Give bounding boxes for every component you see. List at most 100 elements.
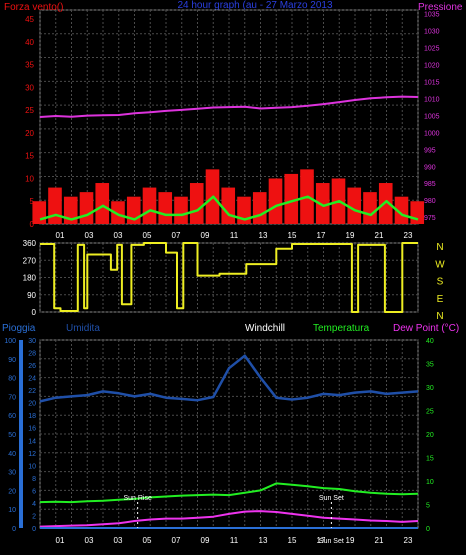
rain-tick-label: 100 xyxy=(4,338,16,345)
humidity-tick-label: 16 xyxy=(28,426,36,433)
wind-gust-bar xyxy=(174,196,188,224)
pressure-tick-label: 1015 xyxy=(424,79,440,86)
temperature-line xyxy=(39,482,419,504)
wind-gust-bar xyxy=(79,192,94,224)
sun-annotation: Sun Set xyxy=(319,538,344,545)
pressure-tick-label: 1000 xyxy=(424,130,440,137)
temperature-tick-label: 20 xyxy=(426,432,434,439)
humidity-tick-label: 12 xyxy=(28,451,36,458)
wind-gust-bar xyxy=(315,183,330,224)
direction-compass-label: E xyxy=(437,294,444,305)
wind-gust-bar xyxy=(363,192,377,224)
wind-gust-bar xyxy=(268,178,283,224)
pressure-tick-label: 1020 xyxy=(424,62,440,69)
rain-axis-title: Pioggia xyxy=(2,323,36,334)
humidity-tick-label: 28 xyxy=(28,351,36,358)
humidity-tick-label: 20 xyxy=(28,401,36,408)
pressure-line xyxy=(39,95,419,118)
humidity-tick-label: 10 xyxy=(28,463,36,470)
sun-annotation: Sun Set xyxy=(319,495,344,502)
wind-tick-label: 30 xyxy=(25,83,34,92)
rain-tick-label: 50 xyxy=(8,432,16,439)
humidity-tick-label: 14 xyxy=(28,438,36,445)
wind-gust-bar xyxy=(95,183,110,224)
temperature-label: Temperatura xyxy=(313,323,370,334)
wind-direction-line xyxy=(40,242,418,313)
sun-annotation: Sun Rise xyxy=(123,495,152,502)
wind-tick-label: 10 xyxy=(25,174,34,183)
temperature-tick-label: 0 xyxy=(426,526,430,533)
wind-gust-bar xyxy=(252,192,267,224)
direction-tick-label: 90 xyxy=(27,291,36,300)
temp-x-tick: 19 xyxy=(346,536,355,545)
dew-point-line xyxy=(39,510,419,528)
wind-gust-bar xyxy=(410,201,425,224)
temp-x-tick: 09 xyxy=(201,536,210,545)
wind-x-tick: 19 xyxy=(346,231,355,240)
temp-x-tick: 21 xyxy=(375,536,384,545)
pressure-tick-label: 1005 xyxy=(424,113,440,120)
wind-gust-bar xyxy=(48,187,62,224)
temp-x-tick: 17 xyxy=(317,536,326,545)
temp-x-tick: 23 xyxy=(404,536,413,545)
wind-axis-title: Forza vento() xyxy=(4,2,63,13)
temperature-tick-label: 25 xyxy=(426,409,434,416)
direction-tick-label: 270 xyxy=(23,256,37,265)
temp-x-tick: 03 xyxy=(114,536,123,545)
wind-x-tick: 01 xyxy=(56,231,65,240)
humidity-tick-label: 22 xyxy=(28,388,36,395)
wind-x-tick: 07 xyxy=(172,231,181,240)
dew-point-label: Dew Point (°C) xyxy=(393,323,459,334)
wind-average-line xyxy=(39,195,419,221)
pressure-tick-label: 980 xyxy=(424,198,436,205)
humidity-tick-label: 30 xyxy=(28,338,36,345)
wind-gust-bar xyxy=(158,192,173,224)
rain-axis-bar xyxy=(19,340,23,528)
rain-tick-label: 40 xyxy=(8,451,16,458)
temperature-tick-label: 40 xyxy=(426,338,434,345)
rain-tick-label: 70 xyxy=(8,394,16,401)
wind-gust-bar xyxy=(394,196,409,224)
humidity-tick-label: 4 xyxy=(32,501,36,508)
wind-tick-label: 15 xyxy=(25,152,34,161)
pressure-tick-label: 1035 xyxy=(424,11,440,18)
chart-title: 24 hour graph (au - 27 Marzo 2013 xyxy=(177,0,333,11)
rain-tick-label: 90 xyxy=(8,357,16,364)
rain-tick-label: 0 xyxy=(12,526,16,533)
wind-gust-bar xyxy=(32,201,47,224)
humidity-tick-label: 24 xyxy=(28,376,36,383)
wind-x-tick: 11 xyxy=(230,231,239,240)
wind-x-tick: 03 xyxy=(85,231,94,240)
wind-tick-label: 45 xyxy=(25,15,34,24)
humidity-tick-label: 2 xyxy=(32,513,36,520)
wind-gust-bar xyxy=(142,187,157,224)
wind-x-tick: 21 xyxy=(375,231,384,240)
rain-tick-label: 10 xyxy=(8,507,16,514)
temperature-tick-label: 10 xyxy=(426,479,434,486)
pressure-tick-label: 1025 xyxy=(424,45,440,52)
humidity-line xyxy=(39,354,419,403)
humidity-tick-label: 26 xyxy=(28,363,36,370)
temperature-tick-label: 5 xyxy=(426,503,430,510)
rain-tick-label: 20 xyxy=(8,488,16,495)
wind-tick-label: 0 xyxy=(30,220,35,229)
temperature-tick-label: 15 xyxy=(426,456,434,463)
wind-tick-label: 40 xyxy=(25,38,34,47)
pressure-tick-label: 975 xyxy=(424,215,436,222)
wind-x-tick: 23 xyxy=(404,231,413,240)
temp-x-tick: 01 xyxy=(56,536,65,545)
rain-tick-label: 30 xyxy=(8,470,16,477)
wind-gust-bar xyxy=(284,173,299,224)
wind-tick-label: 35 xyxy=(25,61,34,70)
wind-x-tick: 09 xyxy=(201,231,210,240)
humidity-tick-label: 0 xyxy=(32,526,36,533)
wind-x-tick: 05 xyxy=(143,231,152,240)
pressure-tick-label: 990 xyxy=(424,164,436,171)
pressure-tick-label: 985 xyxy=(424,181,436,188)
temperature-tick-label: 30 xyxy=(426,385,434,392)
humidity-tick-label: 18 xyxy=(28,413,36,420)
pressure-tick-label: 995 xyxy=(424,147,436,154)
wind-gust-bar xyxy=(189,183,204,224)
rain-tick-label: 80 xyxy=(8,376,16,383)
